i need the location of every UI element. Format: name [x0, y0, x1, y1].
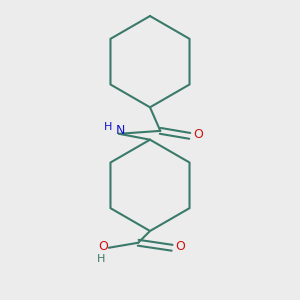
Text: O: O — [176, 240, 185, 253]
Text: N: N — [116, 124, 125, 137]
Text: H: H — [104, 122, 112, 132]
Text: O: O — [98, 240, 108, 253]
Text: H: H — [97, 254, 106, 264]
Text: O: O — [193, 128, 203, 141]
